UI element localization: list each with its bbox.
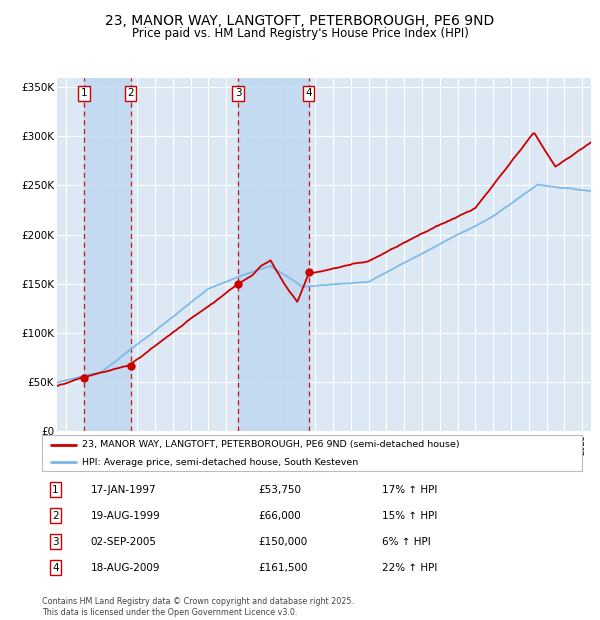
Text: 17% ↑ HPI: 17% ↑ HPI — [382, 485, 437, 495]
Text: 23, MANOR WAY, LANGTOFT, PETERBOROUGH, PE6 9ND (semi-detached house): 23, MANOR WAY, LANGTOFT, PETERBOROUGH, P… — [83, 440, 460, 450]
Text: 4: 4 — [52, 563, 59, 573]
Bar — [85, 78, 131, 431]
Text: Price paid vs. HM Land Registry's House Price Index (HPI): Price paid vs. HM Land Registry's House … — [131, 27, 469, 40]
Text: 2: 2 — [127, 89, 134, 99]
Bar — [238, 78, 308, 431]
Text: HPI: Average price, semi-detached house, South Kesteven: HPI: Average price, semi-detached house,… — [83, 458, 359, 467]
Text: 15% ↑ HPI: 15% ↑ HPI — [382, 511, 437, 521]
Text: £161,500: £161,500 — [258, 563, 308, 573]
Text: 2: 2 — [52, 511, 59, 521]
Text: 17-JAN-1997: 17-JAN-1997 — [91, 485, 156, 495]
Text: 1: 1 — [81, 89, 88, 99]
Text: 4: 4 — [305, 89, 312, 99]
Text: £150,000: £150,000 — [258, 537, 307, 547]
Text: 1: 1 — [52, 485, 59, 495]
Text: 02-SEP-2005: 02-SEP-2005 — [91, 537, 157, 547]
Text: 18-AUG-2009: 18-AUG-2009 — [91, 563, 160, 573]
Text: 22% ↑ HPI: 22% ↑ HPI — [382, 563, 437, 573]
Text: 6% ↑ HPI: 6% ↑ HPI — [382, 537, 431, 547]
Text: £53,750: £53,750 — [258, 485, 301, 495]
Text: £66,000: £66,000 — [258, 511, 301, 521]
Text: 3: 3 — [235, 89, 241, 99]
Text: 23, MANOR WAY, LANGTOFT, PETERBOROUGH, PE6 9ND: 23, MANOR WAY, LANGTOFT, PETERBOROUGH, P… — [106, 14, 494, 28]
Text: Contains HM Land Registry data © Crown copyright and database right 2025.
This d: Contains HM Land Registry data © Crown c… — [42, 598, 354, 617]
Text: 3: 3 — [52, 537, 59, 547]
Text: 19-AUG-1999: 19-AUG-1999 — [91, 511, 160, 521]
